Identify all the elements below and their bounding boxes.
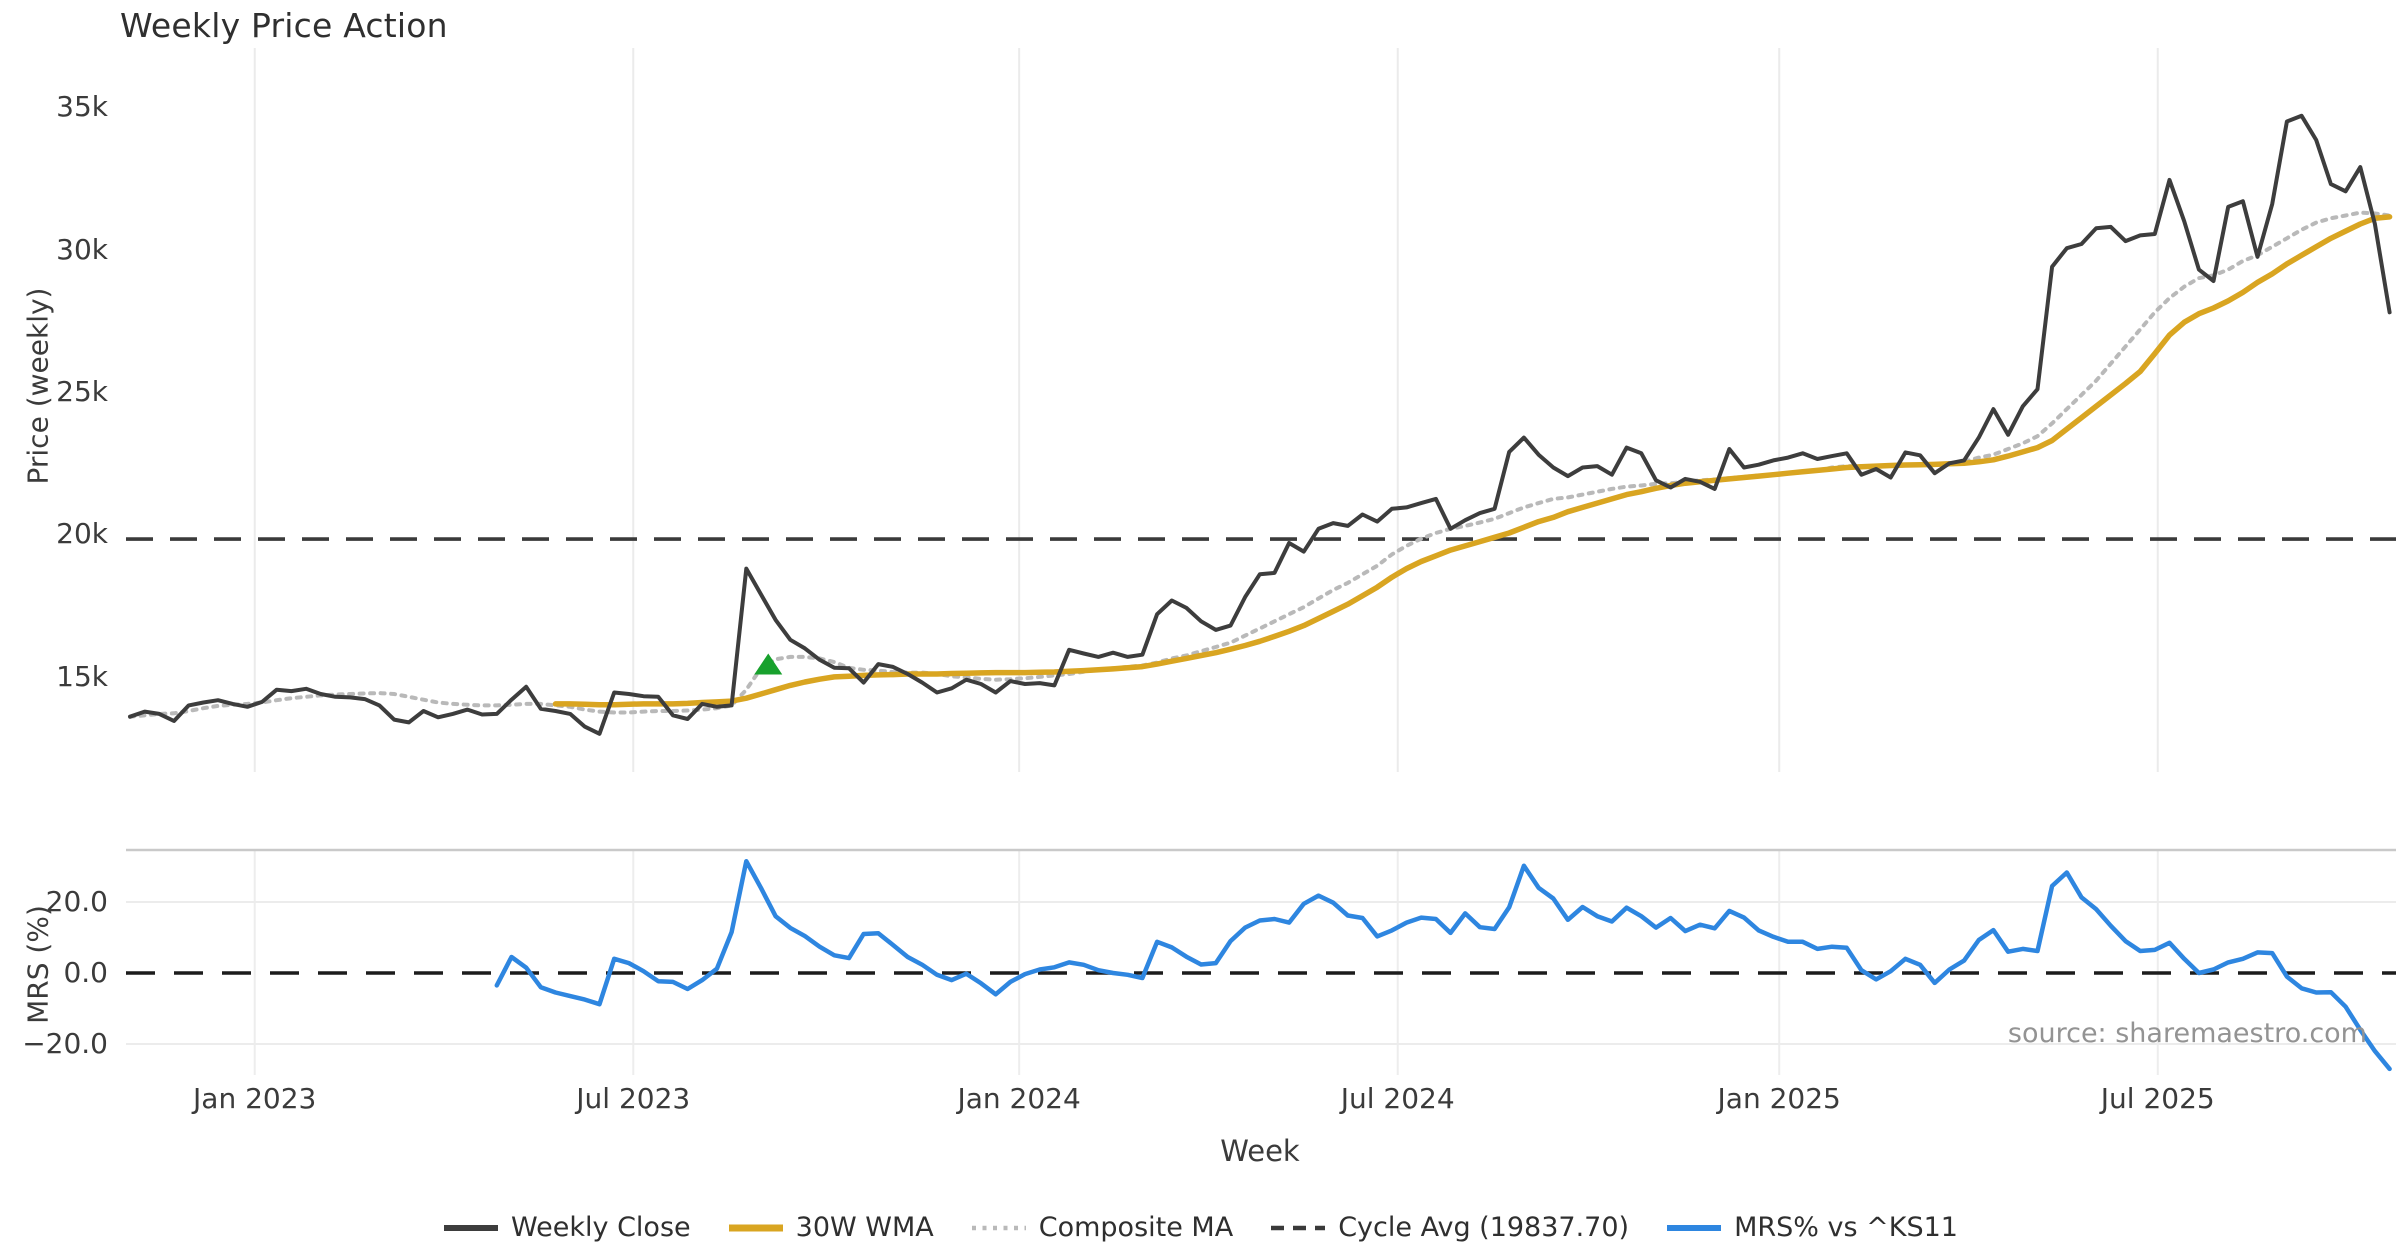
buy-signal-triangle-marker [754, 653, 783, 675]
30w-line-sample-icon [728, 1224, 783, 1231]
week-tick-jan-2025: Jan 2025 [1717, 1082, 1841, 1115]
legend-item-composite[interactable]: Composite MA [970, 1212, 1233, 1243]
chart-legend: Weekly Close 30W WMA Composite MA Cycle Avg… [0, 1212, 2400, 1243]
legend-label: Cycle Avg (19837.70) [1338, 1212, 1630, 1243]
mrs-line [494, 858, 2392, 1072]
week-tick-jan-2024: Jan 2024 [957, 1082, 1081, 1115]
price-tick-20k: 20k [56, 517, 108, 551]
week-tick-jul-2024: Jul 2024 [1340, 1082, 1455, 1115]
chart-title: Weekly Price Action [120, 6, 448, 45]
cycle-line-sample-icon [1271, 1225, 1326, 1230]
mrs%-line-sample-icon [1667, 1224, 1722, 1231]
wma-30w-line [552, 214, 2393, 708]
mrs-tick-−20.0: −20.0 [22, 1027, 108, 1060]
weekly-close-line [128, 113, 2392, 736]
week-tick-jul-2025: Jul 2025 [2100, 1082, 2215, 1115]
week-axis-label: Week [1220, 1134, 1300, 1168]
week-tick-jan-2023: Jan 2023 [193, 1082, 317, 1115]
mrs-tick-0.0: 0.0 [63, 956, 108, 989]
legend-label: MRS% vs ^KS11 [1734, 1212, 1958, 1243]
price-tick-35k: 35k [56, 90, 108, 124]
mrs-tick-20.0: 20.0 [45, 885, 108, 918]
legend-label: Weekly Close [511, 1212, 691, 1243]
legend-item-mrs[interactable]: MRS% vs ^KS11 [1665, 1212, 1958, 1243]
legend-label: Composite MA [1038, 1212, 1234, 1243]
price-tick-15k: 15k [56, 659, 108, 693]
composite-line-sample-icon [971, 1225, 1026, 1230]
legend-label: 30W WMA [795, 1212, 934, 1243]
week-tick-jul-2023: Jul 2023 [576, 1082, 691, 1115]
price-tick-25k: 25k [56, 375, 108, 409]
source-attribution: source: sharemaestro.com [2007, 1018, 2367, 1049]
weekly-line-sample-icon [444, 1224, 499, 1231]
price-tick-30k: 30k [56, 232, 108, 266]
legend-item-weekly[interactable]: Weekly Close [442, 1212, 691, 1243]
legend-item-30w[interactable]: 30W WMA [727, 1212, 934, 1243]
legend-item-cycle[interactable]: Cycle Avg (19837.70) [1269, 1212, 1629, 1243]
